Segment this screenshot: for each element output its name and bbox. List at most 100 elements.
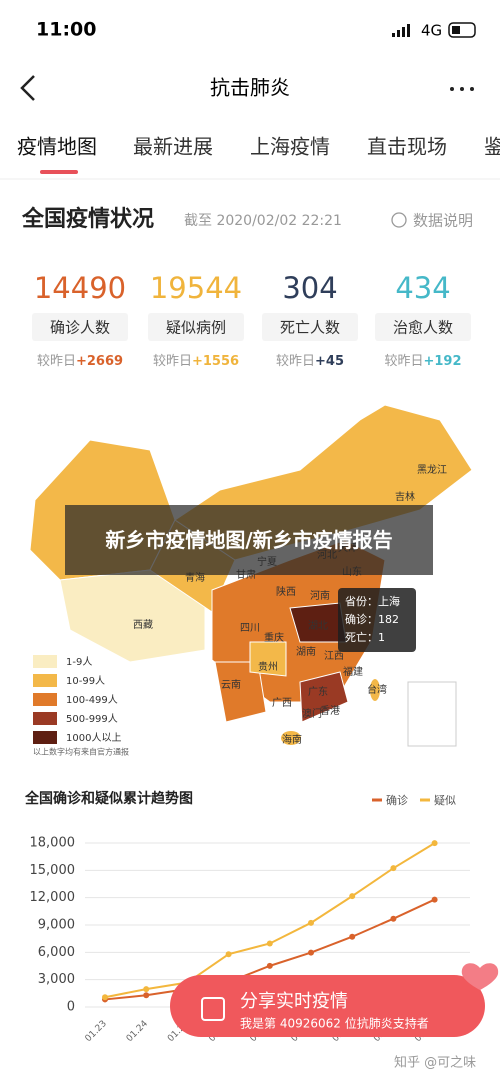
delta-value: +45 <box>315 354 344 369</box>
region-label: 广西 <box>272 697 292 709</box>
delta-value: +192 <box>423 354 461 369</box>
stat-value: 14490 <box>34 271 126 305</box>
stat-delta: 较昨日+2669 <box>37 354 123 369</box>
legend-swatch <box>33 655 57 668</box>
map-note: 以上数字均有来自官方通报 <box>33 747 129 757</box>
tooltip-line: 死亡：1 <box>345 630 385 644</box>
stat-label-bg <box>375 313 471 341</box>
legend-swatch <box>33 693 57 706</box>
region-label: 重庆 <box>264 631 284 644</box>
point <box>431 840 438 847</box>
region-label: 台湾 <box>367 683 387 696</box>
x-tick-label: 01.23 <box>84 1019 109 1044</box>
region-label: 黑龙江 <box>417 463 447 476</box>
tooltip-line: 确诊：182 <box>345 612 399 626</box>
tab-indicator <box>40 170 78 174</box>
compare-label: 较昨日 <box>153 354 192 369</box>
region-label: 河南 <box>310 589 330 602</box>
map <box>29 404 473 747</box>
share-subtitle: 我是第 40926062 位抗肺炎支持者 <box>240 1016 429 1031</box>
map-region <box>249 641 287 677</box>
help-link[interactable]: 数据说明 <box>413 212 473 230</box>
region-label: 吉林 <box>395 490 415 503</box>
stat-label: 治愈人数 <box>393 319 453 337</box>
delta-value: +1556 <box>192 354 239 369</box>
tab[interactable]: 鉴 <box>484 135 500 159</box>
map-region <box>370 679 380 701</box>
stat-delta: 较昨日+1556 <box>153 354 239 369</box>
stat-label: 确诊人数 <box>50 319 110 337</box>
watermark: 知乎 @可之味 <box>394 1055 476 1071</box>
region-label: 江西 <box>324 650 344 662</box>
time: 11:00 <box>36 19 96 41</box>
network: 4G <box>421 22 442 40</box>
tab[interactable]: 最新进展 <box>133 135 213 159</box>
stat-label-bg <box>32 313 128 341</box>
y-tick-label: 0 <box>67 1000 75 1015</box>
south-sea-inset <box>407 681 457 747</box>
delta-value: +2669 <box>76 354 123 369</box>
stat-label: 疑似病例 <box>166 319 226 337</box>
stat-value: 19544 <box>150 271 242 305</box>
point <box>143 986 150 993</box>
map-region <box>281 731 301 745</box>
stat-value: 434 <box>395 271 450 305</box>
point <box>349 933 356 940</box>
stat-delta: 较昨日+45 <box>276 354 344 369</box>
back-button[interactable] <box>20 75 35 101</box>
point <box>349 893 356 900</box>
legend-label: 确诊 <box>386 793 408 807</box>
banner: 新乡市疫情地图/新乡市疫情报告 <box>65 505 433 575</box>
point <box>143 992 150 999</box>
point <box>308 949 314 956</box>
point <box>225 951 232 958</box>
point <box>102 994 108 1001</box>
legend-label: 1-9人 <box>66 656 92 668</box>
region-label: 广东 <box>308 685 328 698</box>
legend-label: 10-99人 <box>66 675 105 687</box>
stat-label: 死亡人数 <box>280 319 340 337</box>
signal <box>392 24 410 37</box>
tab[interactable]: 上海疫情 <box>250 135 330 159</box>
more-button[interactable] <box>450 87 474 91</box>
legend-label: 疑似 <box>434 794 456 807</box>
heart <box>461 963 499 990</box>
y-tick-label: 6,000 <box>38 945 75 960</box>
battery <box>448 22 476 38</box>
legend-swatch <box>33 731 57 744</box>
region-label: 湖南 <box>296 645 316 658</box>
section-title: 全国疫情状况 <box>21 206 154 232</box>
stat-value: 304 <box>282 271 337 305</box>
legend-label: 500-999人 <box>66 713 118 725</box>
region-label: 澳门 <box>302 707 322 720</box>
region-label: 香港 <box>320 705 340 717</box>
region-label: 海南 <box>282 733 302 746</box>
y-tick-label: 18,000 <box>30 836 76 851</box>
point <box>390 915 397 922</box>
region-label: 湖北 <box>308 620 328 632</box>
compare-label: 较昨日 <box>276 354 315 369</box>
y-tick-label: 9,000 <box>38 918 75 933</box>
region-label: 贵州 <box>258 660 278 673</box>
point <box>431 896 438 903</box>
nav-title: 抗击肺炎 <box>210 76 290 100</box>
region-label: 云南 <box>221 678 241 691</box>
stat-label-bg <box>148 313 244 341</box>
x-tick-label: 01.24 <box>125 1019 150 1044</box>
legend-swatch <box>33 712 57 725</box>
legend-label: 100-499人 <box>66 694 118 706</box>
tab[interactable]: 疫情地图 <box>17 135 97 159</box>
y-tick-label: 12,000 <box>30 890 76 905</box>
tab[interactable]: 直击现场 <box>367 135 447 159</box>
stat-label-bg <box>262 313 358 341</box>
y-tick-label: 3,000 <box>38 972 75 987</box>
region-label: 陕西 <box>276 585 296 598</box>
legend-label: 1000人以上 <box>66 732 121 744</box>
region-label: 福建 <box>343 665 363 678</box>
share-button[interactable] <box>170 975 485 1037</box>
map-region <box>214 661 267 723</box>
tooltip-line: 省份：上海 <box>345 594 400 608</box>
help-icon[interactable] <box>391 212 407 228</box>
point <box>266 940 273 947</box>
share-icon <box>201 997 225 1021</box>
